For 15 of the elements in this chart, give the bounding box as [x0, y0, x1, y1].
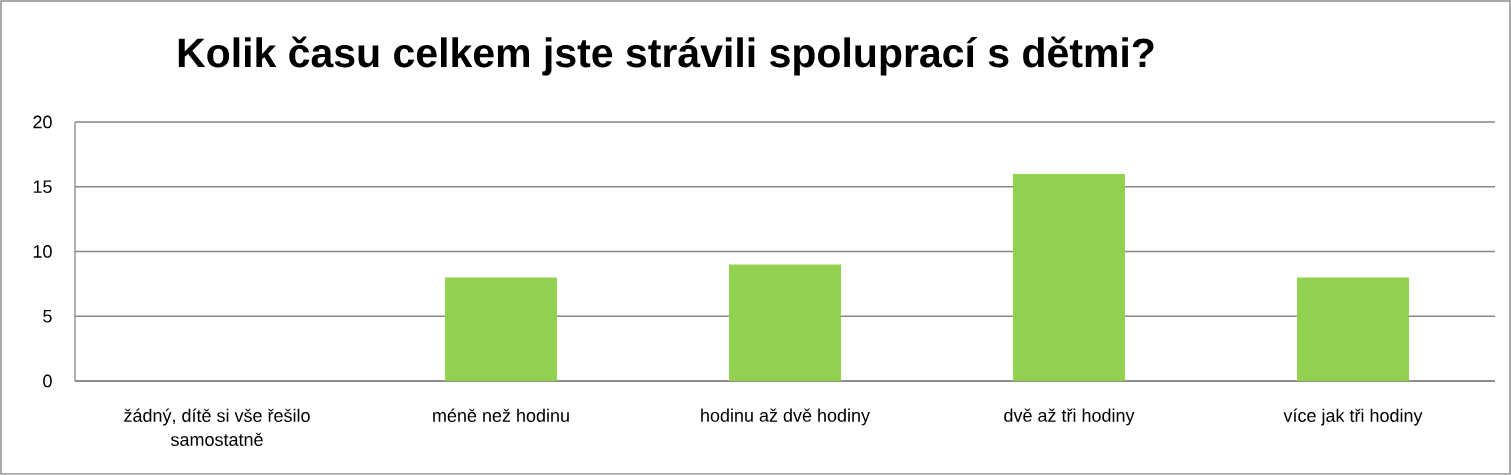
x-tick-label: žádný, dítě si vše řešilo samostatně: [124, 408, 310, 446]
x-tick-label: méně než hodinu: [433, 408, 569, 422]
bar: [445, 277, 558, 381]
bar: [1013, 173, 1125, 381]
x-tick-label: dvě až tři hodiny: [1004, 408, 1135, 426]
chart-title: Kolik času celkem jste strávili spoluprací s dětmi?: [178, 36, 1154, 76]
y-tick-label: 5: [43, 309, 52, 323]
x-tick-label: hodinu až dvě hodiny: [701, 408, 870, 426]
y-tick-label: 10: [33, 245, 52, 258]
y-tick-label: 20: [33, 115, 52, 129]
x-tick-label: více jak tři hodiny: [1283, 408, 1423, 426]
bar: [1297, 277, 1409, 381]
y-tick-label: 0: [43, 374, 52, 388]
y-tick-label: 15: [33, 180, 52, 194]
bar: [729, 264, 841, 381]
